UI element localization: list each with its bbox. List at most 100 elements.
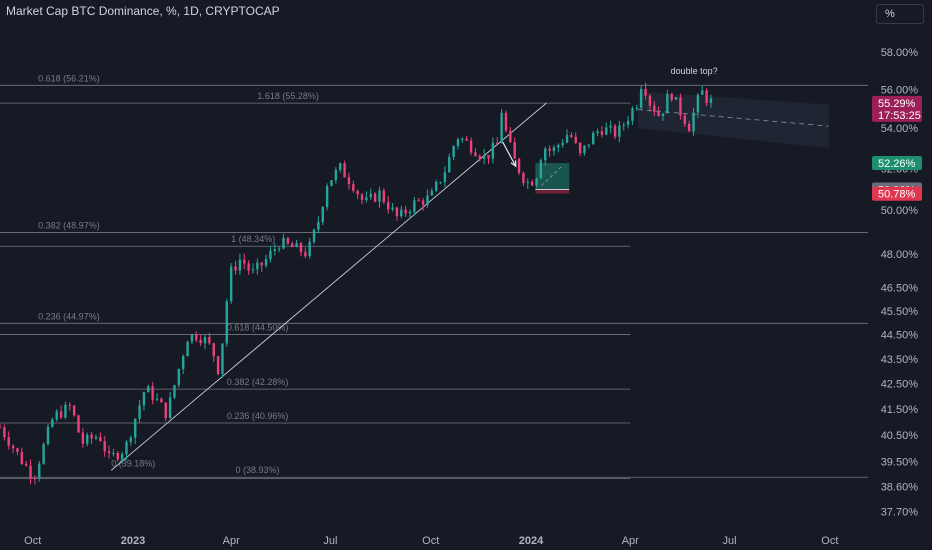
candle-body — [291, 243, 294, 248]
candle-body — [679, 97, 682, 116]
candle-body — [330, 180, 333, 187]
candle-body — [325, 186, 329, 208]
y-tick-label: 46.50% — [881, 283, 919, 295]
candle-body — [369, 193, 372, 198]
candle-body — [347, 177, 351, 185]
candle-body — [107, 451, 111, 454]
candle-body — [81, 432, 85, 444]
candle-body — [251, 269, 255, 271]
candle-body — [51, 419, 54, 427]
candle-body — [666, 93, 669, 114]
candle-body — [626, 120, 630, 125]
candle-body — [234, 266, 237, 271]
candle-body — [587, 144, 591, 146]
candle-body — [247, 263, 250, 271]
candle-body — [142, 392, 146, 406]
candle-body — [264, 259, 268, 266]
candle-body — [0, 427, 2, 429]
candle-body — [696, 94, 700, 113]
candle-body — [94, 437, 98, 439]
candle-body — [282, 237, 285, 249]
fib-level-label: 0 (38.93%) — [236, 465, 280, 475]
candle-body — [190, 334, 194, 342]
candle-body — [705, 90, 708, 103]
x-tick-label: Apr — [622, 535, 639, 547]
x-tick-label: Apr — [223, 535, 240, 547]
candle-body — [260, 262, 263, 266]
candle-body — [443, 172, 447, 182]
fib-level-label: 0.618 (44.50%) — [227, 323, 289, 333]
candle-body — [504, 112, 508, 131]
x-tick-label: Oct — [821, 535, 838, 547]
candle-body — [491, 142, 495, 159]
candle-body — [334, 170, 338, 181]
candle-body — [46, 426, 50, 445]
candle-body — [195, 334, 198, 340]
candle-body — [129, 437, 133, 442]
y-tick-label: 45.50% — [881, 306, 919, 318]
candle-body — [609, 125, 612, 128]
x-tick-label: Jul — [323, 535, 337, 547]
x-tick-label: Oct — [24, 535, 41, 547]
candle-body — [509, 130, 512, 143]
candle-body — [600, 131, 604, 135]
candle-body — [565, 135, 569, 143]
price-tag-label: 52.26% — [878, 158, 916, 170]
candle-body — [77, 415, 80, 433]
candle-body — [639, 88, 643, 108]
projection-channel — [637, 91, 829, 149]
candle-body — [635, 107, 639, 109]
candle-body — [535, 178, 538, 186]
x-tick-label: 2024 — [519, 535, 544, 547]
y-tick-label: 39.50% — [881, 457, 919, 469]
candle-body — [373, 193, 377, 202]
y-tick-label: 58.00% — [881, 47, 919, 59]
candle-body — [304, 252, 307, 257]
candle-body — [622, 124, 625, 126]
arrow-annotation — [502, 141, 517, 167]
candle-body — [434, 182, 438, 191]
candle-body — [64, 404, 67, 418]
y-tick-label: 38.60% — [881, 481, 919, 493]
candle-body — [487, 155, 490, 159]
y-tick-label: 54.00% — [881, 123, 919, 135]
candle-body — [391, 207, 394, 210]
candle-body — [417, 200, 420, 202]
candle-body — [439, 181, 442, 183]
candle-body — [570, 135, 573, 137]
position-stop-zone — [535, 189, 570, 194]
candle-body — [238, 259, 242, 271]
fib-level-label: 0 (39.18%) — [111, 458, 155, 468]
candle-body — [20, 451, 24, 464]
candle-body — [496, 142, 499, 144]
fib-level-label: 0.382 (42.28%) — [227, 377, 289, 387]
candle-body — [160, 398, 163, 403]
drawing-overlays — [110, 91, 829, 471]
percent-scale-button[interactable]: % — [876, 4, 924, 24]
candle-body — [164, 402, 167, 419]
candle-body — [168, 397, 172, 419]
candle-body — [277, 248, 281, 250]
candle-body — [657, 111, 660, 117]
candle-body — [474, 152, 477, 157]
position-path-line — [541, 166, 562, 186]
candle-body — [426, 195, 429, 205]
candle-body — [421, 200, 425, 205]
candle-body — [618, 125, 621, 137]
candle-body — [273, 249, 276, 251]
candle-body — [308, 241, 311, 257]
y-tick-label: 48.00% — [881, 249, 919, 261]
candle-body — [90, 434, 93, 439]
x-tick-label: 2023 — [121, 535, 145, 547]
candle-body — [683, 115, 687, 124]
candle-body — [203, 337, 207, 344]
candle-body — [500, 112, 503, 144]
candle-body — [181, 356, 185, 369]
candle-body — [552, 147, 556, 152]
chart-title: Market Cap BTC Dominance, %, 1D, CRYPTOC… — [6, 4, 280, 18]
candle-body — [103, 441, 106, 452]
candle-body — [138, 405, 141, 419]
candle-body — [574, 136, 577, 143]
